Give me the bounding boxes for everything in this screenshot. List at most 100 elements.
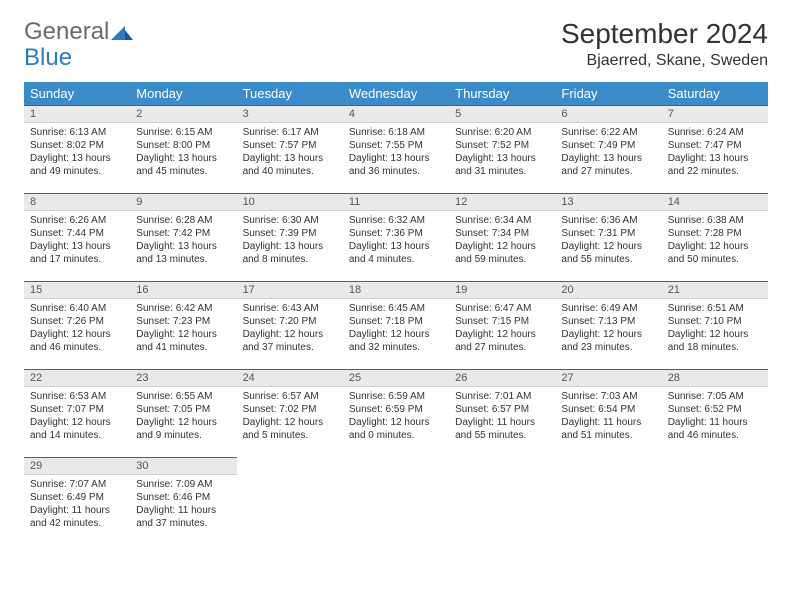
calendar-cell: 25Sunrise: 6:59 AMSunset: 6:59 PMDayligh… [343,369,449,457]
logo-icon [111,23,133,41]
day-details: Sunrise: 6:18 AMSunset: 7:55 PMDaylight:… [343,123,449,182]
day-details: Sunrise: 6:43 AMSunset: 7:20 PMDaylight:… [237,299,343,358]
weekday-tuesday: Tuesday [237,82,343,105]
day-number: 29 [24,457,130,475]
weekday-saturday: Saturday [662,82,768,105]
day-number: 23 [130,369,236,387]
day-number: 6 [555,105,661,123]
calendar-row: 29Sunrise: 7:07 AMSunset: 6:49 PMDayligh… [24,457,768,545]
day-number: 5 [449,105,555,123]
calendar-cell: 10Sunrise: 6:30 AMSunset: 7:39 PMDayligh… [237,193,343,281]
calendar-cell: 27Sunrise: 7:03 AMSunset: 6:54 PMDayligh… [555,369,661,457]
day-details: Sunrise: 6:32 AMSunset: 7:36 PMDaylight:… [343,211,449,270]
title-block: September 2024 Bjaerred, Skane, Sweden [561,18,768,70]
calendar-cell: 21Sunrise: 6:51 AMSunset: 7:10 PMDayligh… [662,281,768,369]
location: Bjaerred, Skane, Sweden [561,52,768,70]
calendar-row: 15Sunrise: 6:40 AMSunset: 7:26 PMDayligh… [24,281,768,369]
day-number: 2 [130,105,236,123]
day-details: Sunrise: 6:55 AMSunset: 7:05 PMDaylight:… [130,387,236,446]
day-details: Sunrise: 6:59 AMSunset: 6:59 PMDaylight:… [343,387,449,446]
calendar-cell: 20Sunrise: 6:49 AMSunset: 7:13 PMDayligh… [555,281,661,369]
day-number: 30 [130,457,236,475]
day-details: Sunrise: 6:26 AMSunset: 7:44 PMDaylight:… [24,211,130,270]
day-details: Sunrise: 6:24 AMSunset: 7:47 PMDaylight:… [662,123,768,182]
day-details: Sunrise: 6:34 AMSunset: 7:34 PMDaylight:… [449,211,555,270]
day-number: 26 [449,369,555,387]
day-number: 20 [555,281,661,299]
day-details: Sunrise: 6:42 AMSunset: 7:23 PMDaylight:… [130,299,236,358]
calendar-cell: 7Sunrise: 6:24 AMSunset: 7:47 PMDaylight… [662,105,768,193]
calendar-cell: 28Sunrise: 7:05 AMSunset: 6:52 PMDayligh… [662,369,768,457]
day-number: 3 [237,105,343,123]
day-details: Sunrise: 6:40 AMSunset: 7:26 PMDaylight:… [24,299,130,358]
day-number: 22 [24,369,130,387]
weekday-sunday: Sunday [24,82,130,105]
day-number: 8 [24,193,130,211]
calendar-cell: 12Sunrise: 6:34 AMSunset: 7:34 PMDayligh… [449,193,555,281]
calendar-cell: 24Sunrise: 6:57 AMSunset: 7:02 PMDayligh… [237,369,343,457]
day-number: 15 [24,281,130,299]
day-details: Sunrise: 6:13 AMSunset: 8:02 PMDaylight:… [24,123,130,182]
calendar-cell: 17Sunrise: 6:43 AMSunset: 7:20 PMDayligh… [237,281,343,369]
day-details: Sunrise: 6:20 AMSunset: 7:52 PMDaylight:… [449,123,555,182]
calendar-cell: 1Sunrise: 6:13 AMSunset: 8:02 PMDaylight… [24,105,130,193]
weekday-header-row: Sunday Monday Tuesday Wednesday Thursday… [24,82,768,105]
weekday-wednesday: Wednesday [343,82,449,105]
empty-cell [662,457,768,545]
calendar-cell: 9Sunrise: 6:28 AMSunset: 7:42 PMDaylight… [130,193,236,281]
day-number: 12 [449,193,555,211]
header: General September 2024 Bjaerred, Skane, … [24,18,768,70]
day-number: 11 [343,193,449,211]
day-number: 25 [343,369,449,387]
day-details: Sunrise: 7:09 AMSunset: 6:46 PMDaylight:… [130,475,236,534]
day-number: 13 [555,193,661,211]
day-details: Sunrise: 6:49 AMSunset: 7:13 PMDaylight:… [555,299,661,358]
day-details: Sunrise: 6:15 AMSunset: 8:00 PMDaylight:… [130,123,236,182]
month-title: September 2024 [561,18,768,50]
calendar-cell: 8Sunrise: 6:26 AMSunset: 7:44 PMDaylight… [24,193,130,281]
day-number: 27 [555,369,661,387]
calendar-cell: 3Sunrise: 6:17 AMSunset: 7:57 PMDaylight… [237,105,343,193]
day-details: Sunrise: 6:47 AMSunset: 7:15 PMDaylight:… [449,299,555,358]
day-number: 9 [130,193,236,211]
calendar-cell: 29Sunrise: 7:07 AMSunset: 6:49 PMDayligh… [24,457,130,545]
calendar-row: 8Sunrise: 6:26 AMSunset: 7:44 PMDaylight… [24,193,768,281]
empty-cell [237,457,343,545]
calendar-cell: 19Sunrise: 6:47 AMSunset: 7:15 PMDayligh… [449,281,555,369]
calendar-cell: 23Sunrise: 6:55 AMSunset: 7:05 PMDayligh… [130,369,236,457]
calendar-cell: 4Sunrise: 6:18 AMSunset: 7:55 PMDaylight… [343,105,449,193]
calendar-table: Sunday Monday Tuesday Wednesday Thursday… [24,82,768,545]
day-details: Sunrise: 6:28 AMSunset: 7:42 PMDaylight:… [130,211,236,270]
calendar-cell: 11Sunrise: 6:32 AMSunset: 7:36 PMDayligh… [343,193,449,281]
day-number: 24 [237,369,343,387]
empty-cell [555,457,661,545]
day-details: Sunrise: 6:36 AMSunset: 7:31 PMDaylight:… [555,211,661,270]
day-number: 14 [662,193,768,211]
logo-blue-text: Blue [24,44,72,72]
calendar-cell: 2Sunrise: 6:15 AMSunset: 8:00 PMDaylight… [130,105,236,193]
weekday-monday: Monday [130,82,236,105]
day-number: 18 [343,281,449,299]
day-details: Sunrise: 6:57 AMSunset: 7:02 PMDaylight:… [237,387,343,446]
day-details: Sunrise: 6:51 AMSunset: 7:10 PMDaylight:… [662,299,768,358]
calendar-cell: 16Sunrise: 6:42 AMSunset: 7:23 PMDayligh… [130,281,236,369]
day-details: Sunrise: 7:05 AMSunset: 6:52 PMDaylight:… [662,387,768,446]
day-details: Sunrise: 7:03 AMSunset: 6:54 PMDaylight:… [555,387,661,446]
calendar-cell: 13Sunrise: 6:36 AMSunset: 7:31 PMDayligh… [555,193,661,281]
weekday-friday: Friday [555,82,661,105]
calendar-cell: 6Sunrise: 6:22 AMSunset: 7:49 PMDaylight… [555,105,661,193]
day-number: 19 [449,281,555,299]
day-number: 16 [130,281,236,299]
calendar-row: 22Sunrise: 6:53 AMSunset: 7:07 PMDayligh… [24,369,768,457]
calendar-row: 1Sunrise: 6:13 AMSunset: 8:02 PMDaylight… [24,105,768,193]
day-details: Sunrise: 6:45 AMSunset: 7:18 PMDaylight:… [343,299,449,358]
day-number: 21 [662,281,768,299]
calendar-cell: 22Sunrise: 6:53 AMSunset: 7:07 PMDayligh… [24,369,130,457]
day-details: Sunrise: 6:17 AMSunset: 7:57 PMDaylight:… [237,123,343,182]
calendar-body: 1Sunrise: 6:13 AMSunset: 8:02 PMDaylight… [24,105,768,545]
calendar-cell: 30Sunrise: 7:09 AMSunset: 6:46 PMDayligh… [130,457,236,545]
day-number: 17 [237,281,343,299]
day-number: 28 [662,369,768,387]
day-details: Sunrise: 6:53 AMSunset: 7:07 PMDaylight:… [24,387,130,446]
day-number: 7 [662,105,768,123]
